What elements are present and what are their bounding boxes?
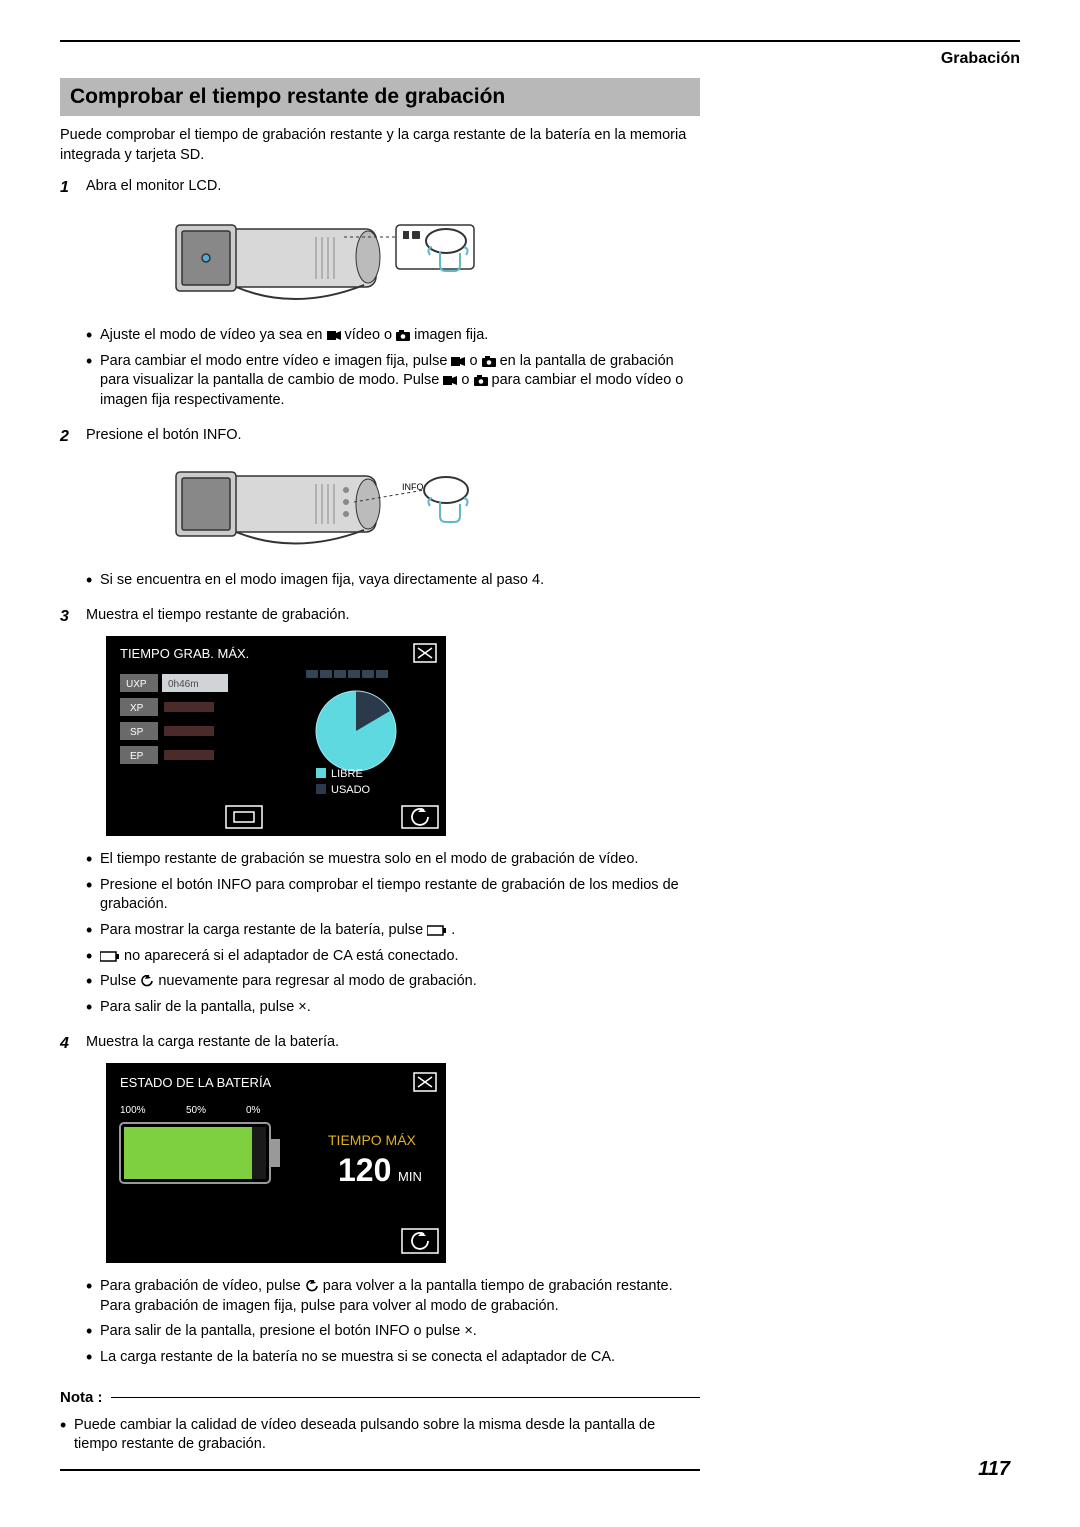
page-number: 117 — [978, 1456, 1010, 1483]
page-title: Comprobar el tiempo restante de grabació… — [60, 78, 700, 116]
top-rule — [60, 40, 1020, 42]
camcorder-figure-2: INFO — [106, 456, 700, 563]
step-text: Presione el botón INFO. — [86, 426, 700, 446]
svg-text:EP: EP — [130, 751, 144, 762]
video-icon — [327, 330, 341, 341]
step-number: 3 — [60, 606, 86, 1023]
svg-text:XP: XP — [130, 703, 144, 714]
svg-text:0%: 0% — [246, 1105, 261, 1116]
step-number: 1 — [60, 177, 86, 416]
nota-label: Nota : — [60, 1388, 103, 1408]
return-icon — [305, 1280, 319, 1292]
svg-text:TIEMPO MÁX: TIEMPO MÁX — [328, 1132, 417, 1148]
step3-bullet-2: Presione el botón INFO para comprobar el… — [86, 876, 700, 915]
battery-screen: ESTADO DE LA BATERÍA 100% 50% 0% TIEMPO … — [106, 1063, 700, 1270]
battery-button-icon — [100, 951, 120, 962]
step4-bullet-1: Para grabación de vídeo, pulse para volv… — [86, 1277, 700, 1316]
svg-text:SP: SP — [130, 727, 144, 738]
svg-text:UXP: UXP — [126, 679, 147, 690]
step3-bullet-3: Para mostrar la carga restante de la bat… — [86, 921, 700, 941]
step1-bullet-2: Para cambiar el modo entre vídeo e image… — [86, 352, 700, 411]
svg-text:LIBRE: LIBRE — [331, 768, 363, 780]
section-label: Grabación — [60, 48, 1020, 70]
step-1: 1 Abra el monitor LCD. — [60, 177, 700, 416]
svg-text:TIEMPO GRAB. MÁX.: TIEMPO GRAB. MÁX. — [120, 646, 249, 661]
svg-text:MIN: MIN — [398, 1169, 422, 1184]
video-icon — [443, 375, 457, 386]
video-icon — [451, 356, 465, 367]
step-number: 4 — [60, 1033, 86, 1373]
svg-text:50%: 50% — [186, 1105, 206, 1116]
bottom-rule — [60, 1469, 700, 1471]
svg-text:0h46m: 0h46m — [168, 679, 199, 690]
nota-heading: Nota : — [60, 1388, 700, 1408]
step3-bullet-1: El tiempo restante de grabación se muest… — [86, 850, 700, 870]
svg-text:ESTADO DE LA BATERÍA: ESTADO DE LA BATERÍA — [120, 1075, 272, 1090]
nota-rule — [111, 1397, 701, 1398]
step3-bullet-6: Para salir de la pantalla, pulse ×. — [86, 998, 700, 1018]
svg-text:USADO: USADO — [331, 784, 371, 796]
step3-bullet-4: no aparecerá si el adaptador de CA está … — [86, 947, 700, 967]
nota-text: Puede cambiar la calidad de vídeo desead… — [60, 1416, 700, 1455]
step-text: Muestra la carga restante de la batería. — [86, 1033, 700, 1053]
return-icon — [140, 975, 154, 987]
step-text: Abra el monitor LCD. — [86, 177, 700, 197]
content-column: Puede comprobar el tiempo de grabación r… — [60, 126, 700, 1471]
step-3: 3 Muestra el tiempo restante de grabació… — [60, 606, 700, 1023]
intro-text: Puede comprobar el tiempo de grabación r… — [60, 126, 700, 165]
step-text: Muestra el tiempo restante de grabación. — [86, 606, 700, 626]
step-2: 2 Presione el botón INFO. — [60, 426, 700, 596]
step4-bullet-2: Para salir de la pantalla, presione el b… — [86, 1322, 700, 1342]
camcorder-figure-1 — [106, 207, 700, 319]
step4-bullet-3: La carga restante de la batería no se mu… — [86, 1348, 700, 1368]
svg-text:100%: 100% — [120, 1105, 146, 1116]
photo-icon — [474, 375, 488, 386]
step2-bullet-1: Si se encuentra en el modo imagen fija, … — [86, 571, 700, 591]
step-4: 4 Muestra la carga restante de la baterí… — [60, 1033, 700, 1373]
step1-bullet-1: Ajuste el modo de vídeo ya sea en vídeo … — [86, 326, 700, 346]
step3-bullet-5: Pulse nuevamente para regresar al modo d… — [86, 972, 700, 992]
photo-icon — [396, 330, 410, 341]
svg-text:120: 120 — [338, 1152, 391, 1188]
photo-icon — [482, 356, 496, 367]
step-number: 2 — [60, 426, 86, 596]
recording-time-screen: TIEMPO GRAB. MÁX. UXP 0h46m XP — [106, 636, 700, 843]
battery-button-icon — [427, 925, 447, 936]
